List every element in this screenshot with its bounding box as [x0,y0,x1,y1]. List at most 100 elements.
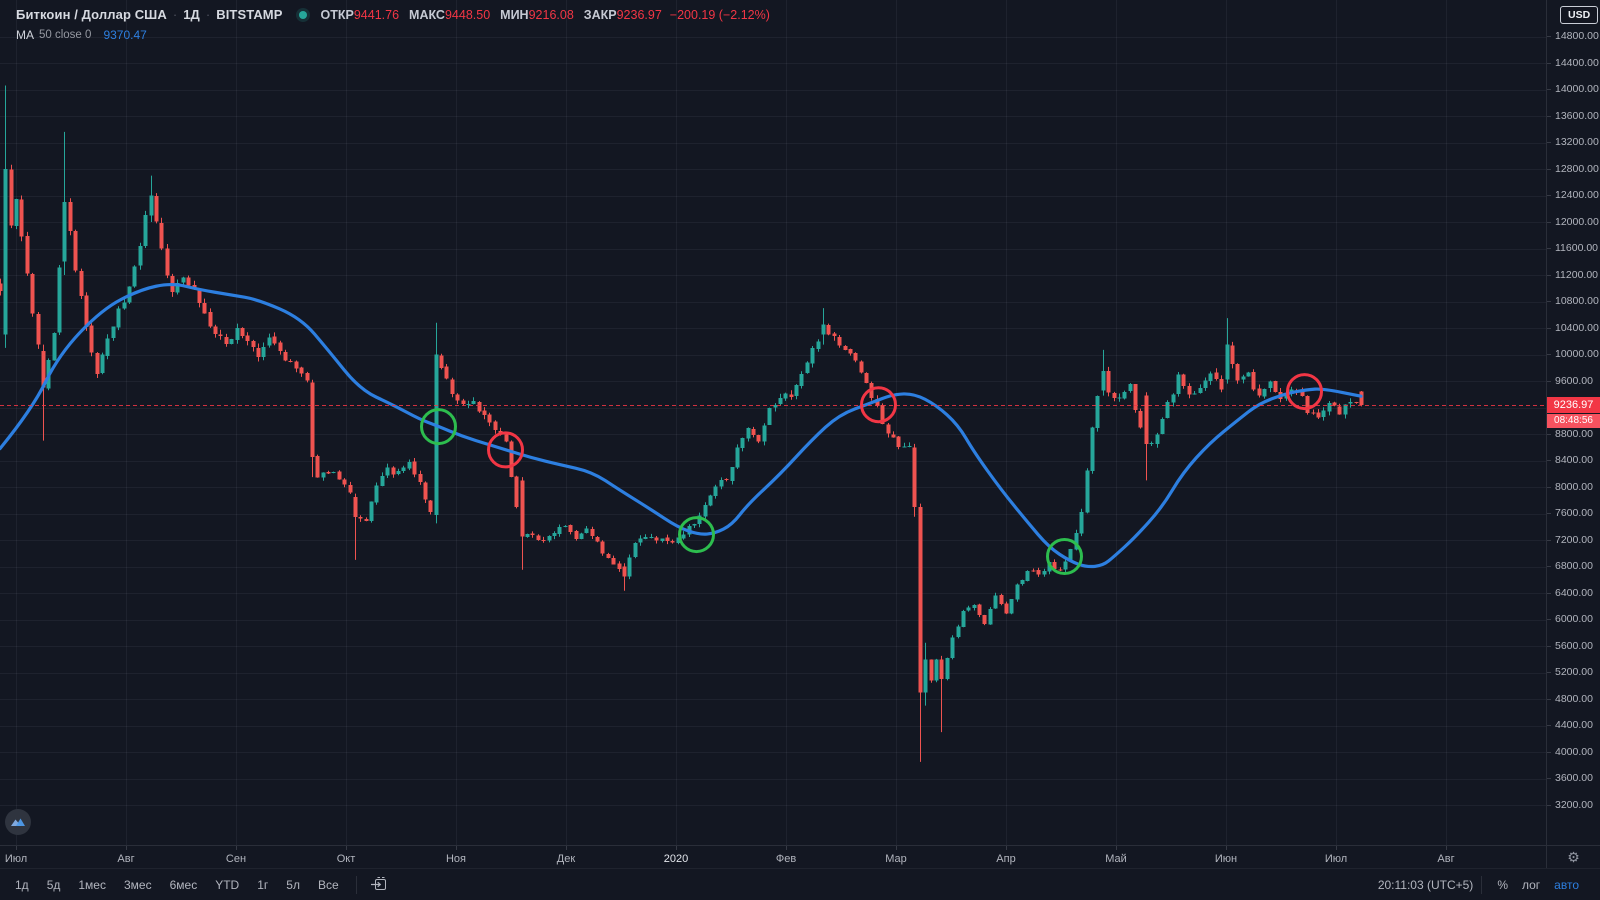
toolbar-divider [355,875,357,894]
sell-crossover-circle [860,386,897,424]
price-tick-label: 3600.00 [1547,773,1600,784]
price-tick-label: 4400.00 [1547,720,1600,731]
range-button-1д[interactable]: 1д [6,874,38,896]
high-label: МАКС [409,7,445,22]
price-tick-label: 7600.00 [1547,508,1600,519]
market-status-dot [298,10,307,19]
time-tick-mark [456,846,457,850]
currency-badge[interactable]: USD [1560,6,1599,24]
chart-legend: Биткоин / Доллар США · 1Д · BITSTAMP ОТК… [16,7,770,42]
price-tick-label: 5200.00 [1547,667,1600,678]
ohlc-values: ОТКР 9441.76 МАКС 9448.50 МИН 9216.08 ЗАКР 9… [321,8,662,22]
open-label: ОТКР [320,7,354,22]
time-axis-label: Июл [1324,853,1348,865]
last-price-label: 9236.97 [1547,397,1600,413]
range-button-3мес[interactable]: 3мес [115,874,161,896]
price-chart-canvas[interactable] [0,0,1546,845]
price-tick-label: 8400.00 [1547,455,1600,466]
high-value: 9448.50 [444,7,491,22]
indicator-legend[interactable]: MA 50 close 0 9370.47 [16,28,770,42]
price-tick-label: 14800.00 [1547,31,1600,42]
time-axis[interactable]: Июл Авг Сен Окт Ноя Дек 2020 Фев Мар Апр Май Июн Июл… [0,845,1600,868]
symbol-title[interactable]: Биткоин / Доллар США [16,7,167,22]
indicator-name: MA [16,28,34,42]
price-tick-label: 11600.00 [1547,243,1600,254]
time-axis-label: Авг [117,853,135,865]
price-tick-label: 14000.00 [1547,84,1600,95]
range-button-1г[interactable]: 1г [248,874,277,896]
range-button-Все[interactable]: Все [309,874,348,896]
range-button-YTD[interactable]: YTD [206,874,248,896]
time-tick-mark [676,846,677,850]
time-axis-label: Авг [1437,853,1455,865]
go-to-date-icon [370,877,386,890]
exchange-label[interactable]: BITSTAMP [216,7,283,22]
toolbar-divider [1481,875,1483,894]
price-tick-label: 12400.00 [1547,190,1600,201]
price-tick-label: 5600.00 [1547,640,1600,652]
time-tick-mark [1116,846,1117,850]
auto-scale-button[interactable]: авто [1547,874,1586,896]
price-tick-label: 8000.00 [1547,481,1600,493]
change-value: −200.19 (−2.12%) [669,7,770,22]
time-tick-mark [566,846,567,850]
go-to-date-button[interactable] [365,875,394,894]
open-value: 9441.76 [353,7,400,22]
time-tick-mark [1446,846,1447,850]
range-button-5л[interactable]: 5л [277,874,309,896]
price-tick-label: 12800.00 [1547,163,1600,175]
time-axis-label: Окт [336,853,356,865]
bar-countdown: 08:48:56 [1547,414,1600,428]
time-tick-mark [1336,846,1337,850]
indicator-value: 9370.47 [103,28,147,42]
time-axis-label: Июн [1214,853,1238,865]
range-button-5д[interactable]: 5д [38,874,70,896]
ma-50-line [0,282,1363,569]
buy-crossover-circle [420,408,457,446]
range-button-6мес[interactable]: 6мес [161,874,207,896]
range-buttons: 1д 5д 1мес 3мес 6мес YTD 1г 5л Все [6,874,348,896]
interval-label[interactable]: 1Д [183,7,200,22]
separator-dot: · [205,7,211,22]
buy-crossover-circle [678,516,715,554]
clock[interactable]: 20:11:03 (UTC+5) [1377,877,1474,892]
settings-gear-icon: ⚙ [1567,848,1580,865]
time-axis-label: Мар [885,853,907,865]
time-tick-mark [896,846,897,850]
sell-crossover-circle [1286,373,1323,411]
range-button-1мес[interactable]: 1мес [69,874,115,896]
time-tick-mark [1226,846,1227,850]
log-scale-button[interactable]: лог [1515,874,1547,896]
time-tick-mark [16,846,17,850]
time-tick-mark [786,846,787,850]
time-tick-mark [126,846,127,850]
time-tick-mark [236,846,237,850]
axis-settings-corner[interactable]: ⚙ [1547,845,1600,868]
chart-logo[interactable] [5,809,31,835]
symbol-row: Биткоин / Доллар США · 1Д · BITSTAMP ОТК… [16,7,770,22]
time-axis-label: Ноя [445,853,467,865]
price-tick-label: 12000.00 [1547,216,1600,228]
time-tick-mark [1006,846,1007,850]
price-tick-label: 8800.00 [1547,428,1600,440]
price-axis[interactable]: USD 14800.00 14400.00 14000.00 13600.00 1320… [1547,0,1600,845]
buy-crossover-circle [1046,538,1083,575]
time-axis-label: Апр [996,853,1016,865]
price-tick-label: 7200.00 [1547,534,1600,546]
price-tick-label: 13200.00 [1547,137,1600,148]
price-tick-label: 4800.00 [1547,693,1600,705]
price-tick-label: 13600.00 [1547,110,1600,122]
price-tick-label: 6400.00 [1547,587,1600,599]
bottom-toolbar: 1д 5д 1мес 3мес 6мес YTD 1г 5л Все 20:11:03 (UTC… [0,868,1600,900]
price-tick-label: 10000.00 [1547,349,1600,360]
price-tick-label: 6000.00 [1547,614,1600,625]
time-axis-label: Дек [556,853,576,865]
price-tick-label: 4000.00 [1547,746,1600,758]
mountain-logo-icon [11,818,25,826]
time-axis-label: Июл [4,853,28,865]
percent-scale-button[interactable]: % [1490,874,1515,896]
price-tick-label: 9600.00 [1547,375,1600,387]
time-tick-mark [346,846,347,850]
price-tick-label: 10400.00 [1547,322,1600,334]
